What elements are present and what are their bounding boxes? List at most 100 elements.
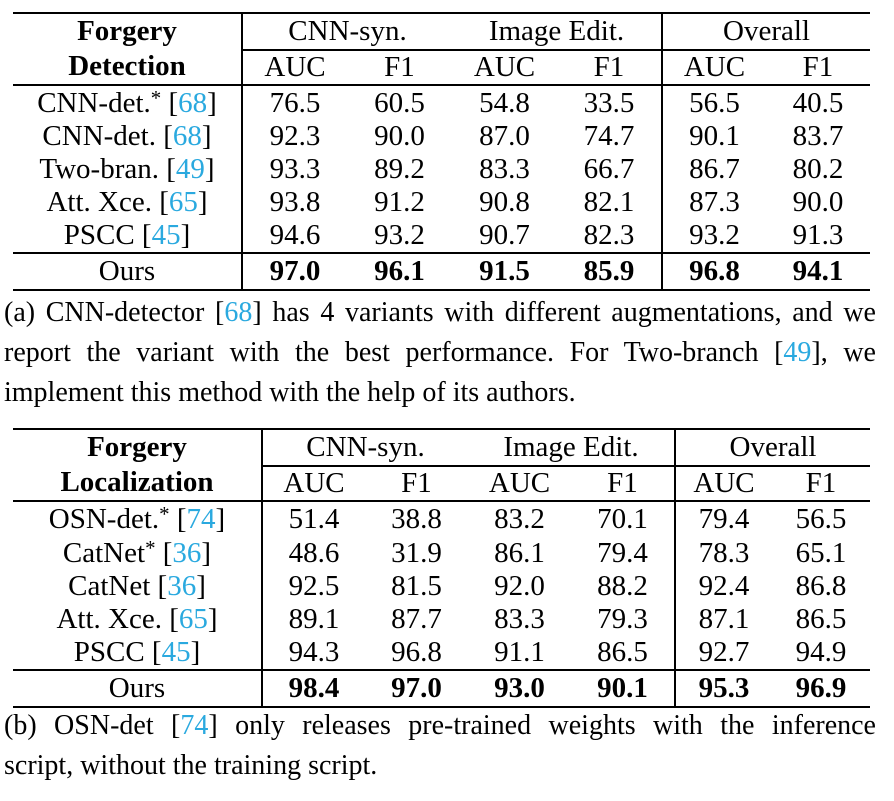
metric-value: 92.4 [674, 570, 772, 604]
metric-value: 83.3 [479, 153, 530, 186]
column-group-header: Overall [674, 429, 870, 467]
citation-link[interactable]: 68 [178, 87, 208, 120]
column-group-header: Overall [661, 13, 870, 51]
metric-value: 86.5 [571, 636, 675, 672]
citation-link[interactable]: 68 [172, 120, 202, 153]
metric-value: 56.5 [795, 502, 847, 535]
metric-value: 94.1 [792, 255, 844, 288]
caption-line: (a) CNN-detector [68] has 4 variants wit… [4, 297, 876, 328]
metric-header: AUC [468, 466, 571, 502]
metric-value: 89.2 [374, 153, 425, 186]
metric-value: 83.7 [792, 120, 844, 153]
citation-link[interactable]: 74 [180, 710, 209, 741]
citation-link[interactable]: 68 [224, 297, 253, 328]
metric-value: 33.5 [583, 86, 635, 119]
column-group-header: Image Edit. [452, 13, 662, 51]
metric-value: 92.7 [674, 636, 772, 672]
metric-value: 92.5 [288, 570, 340, 603]
method-label: CNN-det. [68] [13, 120, 243, 154]
metric-value: 79.3 [597, 603, 648, 636]
metric-value: 54.8 [479, 86, 530, 119]
metric-value: 87.1 [674, 603, 772, 637]
method-label: CatNet [36] [13, 570, 263, 604]
table-row: CNN-det.* [68] 76.5 60.5 54.8 33.5 56.5 40.5 [13, 85, 870, 121]
metric-value: 91.3 [766, 219, 870, 255]
forgery-localization-table: Forgery Localization CNN-syn. Image Edit… [13, 428, 870, 709]
method-label: Att. Xce. [65] [13, 186, 243, 220]
method-label: PSCC [45] [13, 219, 243, 255]
column-group-header: CNN-syn. [262, 429, 468, 467]
citation-link[interactable]: 36 [167, 570, 197, 603]
table-row: OSN-det.* [74] 51.4 38.8 83.2 70.1 79.4 56.5 [13, 501, 870, 537]
metric-value: 80.2 [792, 153, 844, 186]
metric-header: AUC [452, 50, 557, 86]
metric-value: 93.0 [494, 672, 545, 705]
caption-line: implement this method with the help of i… [4, 377, 576, 408]
metric-value: 90.8 [479, 186, 530, 219]
metric-value: 38.8 [391, 502, 442, 535]
metric-value: 48.6 [288, 536, 340, 569]
citation-link[interactable]: 45 [151, 219, 181, 252]
metric-value: 96.1 [374, 255, 425, 288]
metric-value: 93.2 [661, 219, 766, 255]
table-row: CNN-det. [68] 92.3 90.0 87.0 74.7 90.1 83.7 [13, 120, 870, 154]
metric-header: F1 [772, 466, 870, 502]
metric-value: 31.9 [391, 536, 442, 569]
metric-header: F1 [365, 466, 468, 502]
table-title-line: Detection [68, 50, 186, 82]
metric-value: 87.7 [391, 603, 442, 636]
group-header-row: Forgery Localization CNN-syn. Image Edit… [13, 429, 870, 502]
table-title-line: Forgery [87, 431, 187, 463]
metric-value: 90.0 [792, 186, 844, 219]
metric-value: 87.3 [661, 186, 766, 220]
table-row: Att. Xce. [65] 89.1 87.7 83.3 79.3 87.1 86.5 [13, 603, 870, 637]
metric-value: 96.9 [795, 672, 847, 705]
table-row: PSCC [45] 94.6 93.2 90.7 82.3 93.2 91.3 [13, 219, 870, 255]
ours-row: Ours 97.0 96.1 91.5 85.9 96.8 94.1 [13, 253, 870, 291]
method-label: CatNet* [36] [13, 536, 263, 571]
metric-value: 90.1 [597, 672, 648, 705]
caption-line: (b) OSN-det [74] only releases pre-train… [4, 710, 876, 741]
caption-line: report the variant with the best perform… [4, 337, 876, 368]
metric-value: 93.2 [347, 219, 452, 255]
metric-value: 95.3 [674, 670, 772, 708]
method-label: OSN-det.* [74] [13, 501, 263, 537]
table-title-line: Localization [60, 466, 214, 498]
citation-link[interactable]: 36 [172, 537, 202, 570]
metric-value: 65.1 [795, 536, 847, 569]
metric-value: 82.1 [583, 186, 635, 219]
metric-value: 66.7 [583, 153, 635, 186]
forgery-detection-table: Forgery Detection CNN-syn. Image Edit. O… [13, 12, 870, 292]
citation-link[interactable]: 49 [783, 337, 812, 368]
table-row: Two-bran. [49] 93.3 89.2 83.3 66.7 86.7 80.2 [13, 153, 870, 187]
citation-link[interactable]: 65 [168, 186, 198, 219]
metric-value: 88.2 [597, 570, 648, 603]
metric-value: 74.7 [583, 120, 635, 153]
table-title: Forgery Detection [13, 13, 243, 86]
metric-value: 93.8 [269, 186, 321, 219]
table-row: Att. Xce. [65] 93.8 91.2 90.8 82.1 87.3 90.0 [13, 186, 870, 220]
caption-b: (b) OSN-det [74] only releases pre-train… [4, 706, 876, 786]
metric-value: 79.4 [674, 501, 772, 537]
metric-header: AUC [674, 466, 772, 502]
metric-value: 97.0 [269, 255, 321, 288]
citation-link[interactable]: 65 [178, 603, 208, 636]
metric-value: 87.0 [479, 120, 530, 153]
metric-header: AUC [661, 50, 766, 86]
citation-link[interactable]: 49 [175, 153, 205, 186]
metric-value: 89.1 [288, 603, 340, 636]
group-header-row: Forgery Detection CNN-syn. Image Edit. O… [13, 13, 870, 86]
method-label: Att. Xce. [65] [13, 603, 263, 637]
asterisk-marker: * [159, 502, 170, 526]
metric-value: 83.3 [494, 603, 545, 636]
citation-link[interactable]: 74 [186, 503, 216, 536]
citation-link[interactable]: 45 [161, 636, 191, 669]
metric-value: 90.1 [661, 120, 766, 154]
metric-value: 76.5 [269, 86, 321, 119]
metric-value: 91.5 [479, 255, 530, 288]
method-label: Ours [13, 253, 243, 291]
metric-header: F1 [557, 50, 662, 86]
table-row: CatNet [36] 92.5 81.5 92.0 88.2 92.4 86.8 [13, 570, 870, 604]
metric-value: 98.4 [288, 672, 340, 705]
